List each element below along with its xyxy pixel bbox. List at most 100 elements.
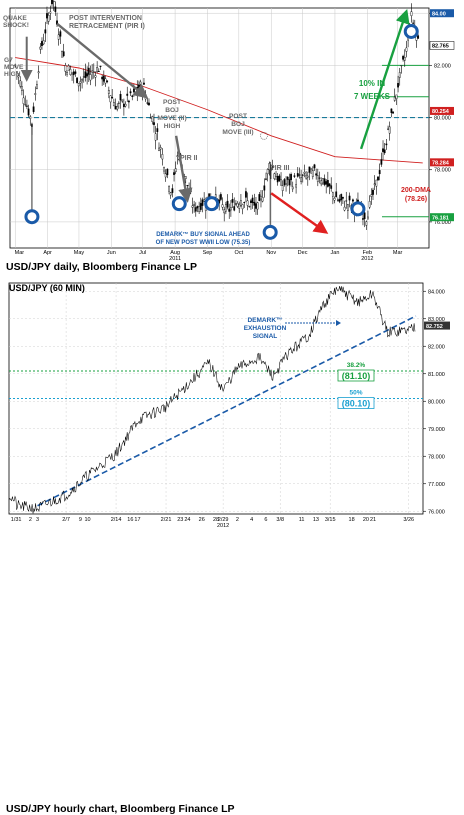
- price-candle-body: [310, 168, 313, 174]
- price-candle-body: [119, 94, 122, 101]
- price-candle-body: [37, 71, 40, 74]
- x-tick-label: 3/26: [403, 517, 414, 523]
- price-box-label: 82.765: [432, 44, 449, 50]
- x-tick-label: Mar: [15, 250, 25, 256]
- x-tick-label: Nov: [266, 250, 276, 256]
- x-year-label: 2012: [361, 256, 373, 262]
- price-candle-body: [278, 175, 281, 181]
- price-candle-body: [221, 204, 224, 208]
- price-candle-body: [101, 76, 104, 80]
- price-candle-body: [326, 180, 329, 187]
- price-candle-body: [305, 174, 308, 179]
- price-candle-body: [198, 206, 201, 212]
- price-candle-body: [44, 29, 47, 34]
- price-candle-body: [144, 94, 147, 100]
- dma-200-line: [15, 57, 423, 164]
- price-candle-body: [293, 175, 296, 177]
- price-candle-body: [276, 176, 279, 183]
- x-tick-label: 2/7: [62, 517, 70, 523]
- price-candle-body: [260, 195, 262, 200]
- daily-chart-caption: USD/JPY daily, Bloomberg Finance LP: [6, 261, 197, 273]
- price-candle-body: [388, 126, 391, 134]
- price-candle-body: [19, 80, 22, 87]
- price-candle-body: [330, 185, 333, 189]
- price-candle-body: [134, 92, 137, 94]
- x-tick-label: 23: [177, 517, 183, 523]
- price-candle-body: [102, 75, 105, 82]
- x-tick-label: 10: [84, 517, 90, 523]
- price-candle-body: [255, 203, 257, 209]
- price-candle-body: [365, 221, 368, 226]
- price-candle-body: [228, 208, 231, 212]
- price-candle-body: [296, 173, 299, 177]
- price-candle-body: [188, 189, 190, 193]
- price-candle-body: [285, 183, 287, 185]
- price-candle-body: [173, 172, 175, 175]
- price-candle-body: [57, 34, 60, 40]
- price-candle-body: [311, 170, 314, 177]
- price-candle-body: [186, 184, 189, 187]
- x-tick-label: 6: [264, 517, 267, 523]
- price-candle-body: [398, 72, 401, 78]
- price-candle-body: [191, 205, 194, 208]
- price-candle-body: [166, 168, 169, 176]
- y-tick-label: 82.000: [428, 344, 445, 350]
- price-candle-body: [308, 166, 311, 173]
- price-candle-body: [94, 75, 97, 78]
- price-candle-body: [300, 177, 303, 182]
- price-candle-body: [328, 183, 331, 187]
- price-candle-body: [370, 194, 373, 197]
- price-candle-body: [174, 168, 177, 173]
- price-candle-body: [290, 174, 292, 181]
- price-box: [430, 106, 454, 115]
- x-tick-label: Aug: [170, 250, 180, 256]
- price-candle-body: [315, 173, 318, 176]
- price-candle-body: [141, 89, 144, 92]
- price-candle-body: [112, 102, 115, 107]
- price-candle-body: [122, 103, 125, 108]
- price-candle-body: [159, 147, 162, 150]
- price-candle-body: [378, 170, 381, 175]
- y-tick-label: 76.000: [434, 220, 451, 226]
- price-candle-body: [393, 96, 396, 101]
- price-candle-body: [342, 196, 344, 199]
- price-candle-body: [271, 166, 274, 168]
- price-candle-body: [286, 176, 289, 180]
- price-candle-body: [153, 122, 155, 125]
- x-tick-label: Dec: [298, 250, 308, 256]
- price-candle-body: [106, 80, 109, 82]
- x-tick-label: 2/21: [161, 517, 172, 523]
- price-candle-body: [261, 197, 264, 202]
- price-candle-body: [17, 75, 20, 78]
- price-candle-body: [245, 191, 247, 198]
- fib-50-value: (80.10): [342, 399, 371, 409]
- price-candle-body: [133, 88, 135, 93]
- x-tick-label: Feb: [363, 250, 372, 256]
- x-tick-label: Oct: [235, 250, 244, 256]
- price-candle-body: [263, 185, 266, 191]
- price-candle-body: [226, 200, 229, 208]
- price-candle-body: [66, 72, 68, 75]
- daily-chart-panel: QUAKE SHOCK! G7 MOVE HIGH POST INTERVENTION RE…: [0, 0, 464, 277]
- price-candle-body: [258, 194, 261, 201]
- price-candle-body: [400, 65, 403, 67]
- price-candle-body: [375, 179, 378, 187]
- price-candle-body: [233, 206, 236, 211]
- price-candle-body: [256, 202, 259, 210]
- daily-chart: QUAKE SHOCK! G7 MOVE HIGH POST INTERVENTION RE…: [3, 0, 455, 262]
- price-candle-body: [231, 199, 234, 203]
- x-tick-label: 2: [29, 517, 32, 523]
- price-candle-body: [14, 64, 17, 66]
- price-candle-body: [59, 31, 62, 37]
- price-candle-body: [373, 183, 376, 185]
- price-candle-body: [29, 116, 32, 119]
- price-candle-body: [240, 200, 242, 206]
- price-candle-body: [343, 206, 346, 211]
- hourly-chart-title: USD/JPY (60 MIN): [9, 283, 85, 293]
- price-candle-body: [91, 70, 94, 73]
- price-candle-body: [128, 100, 130, 103]
- price-candle-body: [405, 47, 408, 52]
- price-candle-body: [193, 204, 196, 206]
- pir-iii-marker: [260, 131, 268, 140]
- x-tick-label: Jun: [107, 250, 116, 256]
